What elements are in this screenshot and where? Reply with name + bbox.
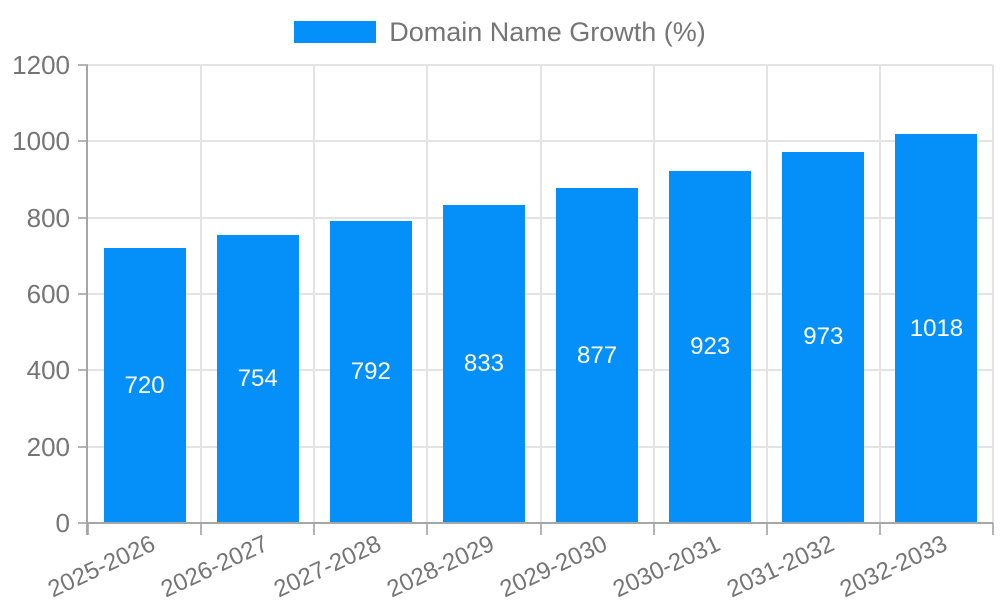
y-tick-mark bbox=[78, 64, 88, 66]
v-gridline bbox=[426, 65, 429, 523]
legend[interactable]: Domain Name Growth (%) bbox=[0, 15, 1000, 49]
bar-2027-2028[interactable] bbox=[329, 220, 412, 523]
bar-value-label: 877 bbox=[577, 341, 618, 369]
y-tick-label: 1200 bbox=[12, 50, 70, 80]
x-tick-mark bbox=[87, 523, 89, 535]
bar-value-label: 923 bbox=[690, 332, 731, 360]
bar-2032-2033[interactable] bbox=[895, 134, 978, 523]
bar-value-label: 1018 bbox=[909, 314, 964, 342]
y-tick-label: 600 bbox=[26, 279, 70, 309]
x-tick-label: 2025-2026 bbox=[43, 530, 160, 600]
x-tick-mark bbox=[313, 523, 316, 535]
bar-2028-2029[interactable] bbox=[442, 205, 525, 523]
x-tick-mark bbox=[426, 523, 429, 535]
y-tick-mark bbox=[78, 369, 88, 372]
y-tick-label: 0 bbox=[55, 508, 70, 538]
x-tick-mark bbox=[652, 523, 655, 535]
bar-value-label: 792 bbox=[350, 357, 391, 385]
bar-value-label: 833 bbox=[463, 350, 504, 378]
x-tick-label: 2027-2028 bbox=[269, 530, 386, 600]
bar-2025-2026[interactable] bbox=[103, 248, 186, 523]
x-tick-mark bbox=[200, 523, 203, 535]
bar-2030-2031[interactable] bbox=[669, 170, 752, 523]
v-gridline bbox=[313, 65, 316, 523]
y-tick-mark bbox=[78, 445, 88, 448]
v-gridline bbox=[200, 65, 203, 523]
x-tick-mark bbox=[878, 523, 881, 535]
x-tick-mark bbox=[992, 523, 994, 535]
v-gridline bbox=[652, 65, 655, 523]
bar-value-label: 754 bbox=[237, 365, 278, 393]
x-tick-label: 2026-2027 bbox=[156, 530, 273, 600]
y-tick-label: 400 bbox=[26, 355, 70, 386]
y-tick-mark bbox=[78, 216, 88, 219]
y-tick-mark bbox=[78, 140, 88, 143]
bar-value-label: 720 bbox=[124, 371, 165, 399]
x-axis-line bbox=[88, 522, 993, 524]
x-tick-label: 2028-2029 bbox=[383, 530, 499, 600]
x-tick-label: 2031-2032 bbox=[722, 530, 838, 600]
v-gridline bbox=[539, 65, 542, 523]
x-tick-label: 2032-2033 bbox=[835, 530, 952, 600]
y-tick-label: 800 bbox=[26, 202, 70, 233]
y-tick-label: 200 bbox=[26, 431, 70, 462]
x-tick-mark bbox=[765, 523, 768, 535]
y-tick-label: 1000 bbox=[12, 126, 70, 157]
x-tick-label: 2030-2031 bbox=[609, 530, 725, 600]
bar-2031-2032[interactable] bbox=[782, 151, 865, 523]
v-gridline bbox=[992, 65, 994, 523]
legend-swatch bbox=[294, 21, 377, 43]
bar-2029-2030[interactable] bbox=[556, 188, 639, 523]
y-tick-mark bbox=[78, 522, 88, 524]
x-tick-mark bbox=[539, 523, 542, 535]
v-gridline bbox=[878, 65, 881, 523]
x-tick-label: 2029-2030 bbox=[496, 530, 612, 600]
bar-value-label: 973 bbox=[803, 323, 844, 351]
legend-label: Domain Name Growth (%) bbox=[389, 16, 706, 47]
y-axis-line bbox=[86, 65, 88, 535]
y-tick-mark bbox=[78, 293, 88, 295]
bar-2026-2027[interactable] bbox=[216, 235, 299, 523]
v-gridline bbox=[765, 65, 768, 523]
